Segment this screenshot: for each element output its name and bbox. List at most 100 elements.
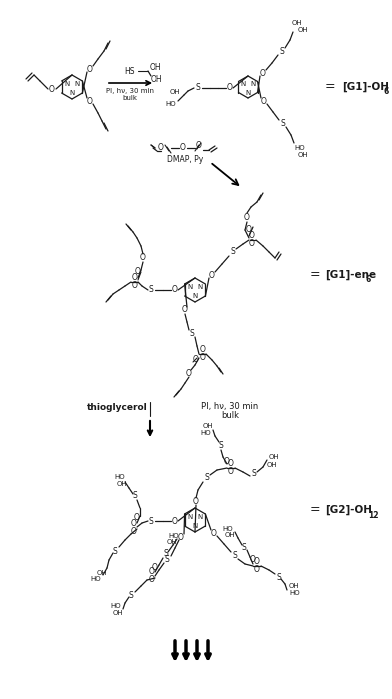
Text: O: O <box>132 282 138 291</box>
Text: O: O <box>193 498 199 507</box>
Text: HO: HO <box>294 145 305 151</box>
Text: S: S <box>196 83 200 92</box>
Text: thioglycerol: thioglycerol <box>87 403 148 412</box>
Text: O: O <box>249 240 255 249</box>
Text: N: N <box>192 524 198 529</box>
Text: O: O <box>228 468 234 477</box>
Text: OH: OH <box>166 539 177 545</box>
Text: O: O <box>260 69 266 78</box>
Text: S: S <box>277 572 281 582</box>
Text: O: O <box>172 517 178 526</box>
Text: O: O <box>254 565 260 575</box>
Text: OH: OH <box>169 89 180 95</box>
Text: HO: HO <box>169 533 179 539</box>
Text: O: O <box>261 96 267 106</box>
Text: O: O <box>132 273 138 282</box>
Text: HO: HO <box>222 526 233 532</box>
Text: OH: OH <box>116 481 127 487</box>
Text: HO: HO <box>91 576 101 582</box>
Text: O: O <box>149 568 155 577</box>
Text: O: O <box>209 271 215 280</box>
Text: O: O <box>250 556 256 565</box>
Text: O: O <box>172 285 178 294</box>
Text: HO: HO <box>289 590 299 596</box>
Text: N: N <box>187 514 192 520</box>
Text: S: S <box>252 468 256 477</box>
Text: S: S <box>219 440 223 449</box>
Text: S: S <box>163 549 169 559</box>
Text: S: S <box>281 120 285 129</box>
Text: S: S <box>165 556 169 565</box>
Text: [G1]-ene: [G1]-ene <box>325 270 376 280</box>
Text: O: O <box>140 254 146 263</box>
Text: OH: OH <box>113 610 123 616</box>
Text: O: O <box>134 512 140 521</box>
Text: HO: HO <box>200 430 211 436</box>
Text: HS: HS <box>125 66 135 75</box>
Text: N: N <box>250 81 256 87</box>
Text: O: O <box>131 526 137 535</box>
Text: DMAP, Py: DMAP, Py <box>167 155 203 164</box>
Text: OH: OH <box>202 423 213 429</box>
Text: N: N <box>192 294 198 299</box>
Text: O: O <box>249 231 255 240</box>
Text: S: S <box>132 491 137 500</box>
Text: O: O <box>186 368 192 377</box>
Text: O: O <box>228 459 234 468</box>
Text: =: = <box>310 268 320 282</box>
Text: O: O <box>224 458 230 466</box>
Text: S: S <box>241 542 247 552</box>
Text: PI, hν, 30 min: PI, hν, 30 min <box>106 88 154 94</box>
Text: O: O <box>158 143 164 152</box>
Text: OH: OH <box>298 152 309 158</box>
Text: [G1]-OH: [G1]-OH <box>342 82 389 92</box>
Text: [G2]-OH: [G2]-OH <box>325 505 372 515</box>
Text: O: O <box>49 85 55 94</box>
Text: 12: 12 <box>368 510 379 519</box>
Text: O: O <box>244 212 250 222</box>
Text: N: N <box>198 514 203 520</box>
Text: N: N <box>75 81 80 87</box>
Text: N: N <box>69 90 74 96</box>
Text: OH: OH <box>292 20 303 26</box>
Text: O: O <box>152 563 158 572</box>
Text: O: O <box>131 519 137 528</box>
Text: OH: OH <box>96 570 107 576</box>
Text: O: O <box>149 575 155 584</box>
Text: S: S <box>149 517 153 526</box>
Text: OH: OH <box>289 583 299 589</box>
Text: O: O <box>178 533 184 542</box>
Text: HO: HO <box>165 101 176 107</box>
Text: O: O <box>196 140 202 150</box>
Text: S: S <box>232 552 238 561</box>
Text: O: O <box>254 558 260 566</box>
Text: OH: OH <box>267 462 278 468</box>
Text: bulk: bulk <box>221 410 239 419</box>
Text: OH: OH <box>269 454 279 460</box>
Text: OH: OH <box>224 532 235 538</box>
Text: HO: HO <box>114 474 125 480</box>
Text: O: O <box>227 83 233 92</box>
Text: O: O <box>200 354 206 363</box>
Text: OH: OH <box>150 64 162 73</box>
Text: S: S <box>149 285 153 294</box>
Text: OH: OH <box>151 75 163 83</box>
Text: PI, hν, 30 min: PI, hν, 30 min <box>201 401 259 410</box>
Text: O: O <box>87 64 93 73</box>
Text: S: S <box>279 47 284 55</box>
Text: 6: 6 <box>366 275 371 284</box>
Text: S: S <box>113 547 117 556</box>
Text: N: N <box>245 89 250 96</box>
Text: N: N <box>198 284 203 290</box>
Text: N: N <box>187 284 192 290</box>
Text: N: N <box>240 81 246 87</box>
Text: S: S <box>190 329 194 338</box>
Text: N: N <box>64 81 69 87</box>
Text: O: O <box>211 528 217 538</box>
Text: OH: OH <box>298 27 309 33</box>
Text: O: O <box>200 345 206 354</box>
Text: S: S <box>129 591 133 600</box>
Text: S: S <box>205 473 209 482</box>
Text: HO: HO <box>111 603 121 609</box>
Text: O: O <box>193 356 199 364</box>
